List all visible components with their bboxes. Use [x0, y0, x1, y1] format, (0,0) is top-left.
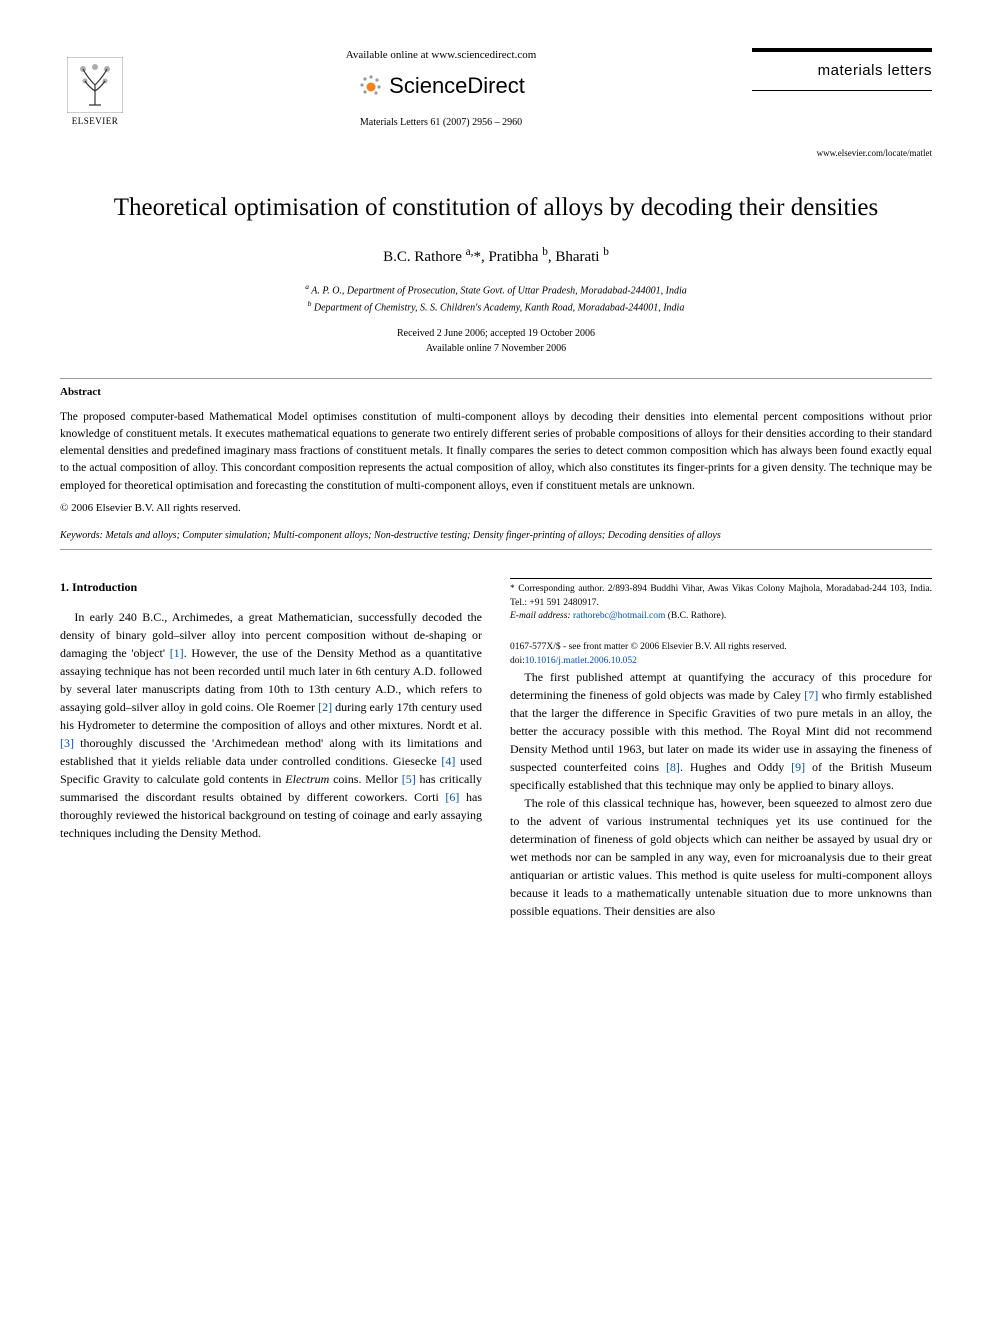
intro-paragraph-3: The role of this classical technique has… [510, 794, 932, 920]
article-dates: Received 2 June 2006; accepted 19 Octobe… [60, 326, 932, 356]
ref-link-1[interactable]: [1] [170, 646, 184, 660]
abstract-copyright: © 2006 Elsevier B.V. All rights reserved… [60, 501, 932, 517]
corresponding-author-footnote: * Corresponding author. 2/893-894 Buddhi… [510, 578, 932, 623]
ref-link-9[interactable]: [9] [791, 760, 805, 774]
journal-name-box: materials letters [752, 48, 932, 91]
center-header: Available online at www.sciencedirect.co… [130, 48, 752, 130]
abstract-label: Abstract [60, 385, 932, 401]
intro-paragraph-1: In early 240 B.C., Archimedes, a great M… [60, 608, 482, 842]
affiliations: a A. P. O., Department of Prosecution, S… [60, 281, 932, 316]
affiliation-b: b Department of Chemistry, S. S. Childre… [60, 298, 932, 315]
keywords-label: Keywords: [60, 530, 103, 541]
right-header: materials letters www.elsevier.com/locat… [752, 48, 932, 160]
corr-author-text: * Corresponding author. 2/893-894 Buddhi… [510, 583, 932, 610]
ref-link-3[interactable]: [3] [60, 736, 74, 750]
abstract-text: The proposed computer-based Mathematical… [60, 409, 932, 495]
divider [60, 378, 932, 379]
intro-paragraph-2: The first published attempt at quantifyi… [510, 668, 932, 794]
available-online-text: Available online at www.sciencedirect.co… [146, 48, 736, 64]
email-link[interactable]: rathorebc@hotmail.com [573, 611, 665, 621]
ref-link-7[interactable]: [7] [804, 688, 818, 702]
keywords-text: Metals and alloys; Computer simulation; … [105, 530, 720, 541]
keywords: Keywords: Metals and alloys; Computer si… [60, 529, 932, 544]
doi-link[interactable]: 10.1016/j.matlet.2006.10.052 [525, 656, 637, 666]
body-columns: 1. Introduction In early 240 B.C., Archi… [60, 578, 932, 919]
journal-url: www.elsevier.com/locate/matlet [752, 147, 932, 160]
page-header: ELSEVIER Available online at www.science… [60, 48, 932, 160]
divider [60, 549, 932, 550]
ref-link-5[interactable]: [5] [402, 772, 416, 786]
sciencedirect-logo: ScienceDirect [357, 70, 525, 102]
bottom-metadata: 0167-577X/$ - see front matter © 2006 El… [510, 641, 932, 668]
ref-link-8[interactable]: [8] [666, 760, 680, 774]
affiliation-a: a A. P. O., Department of Prosecution, S… [60, 281, 932, 298]
author-list: B.C. Rathore a,*, Pratibha b, Bharati b [60, 244, 932, 269]
elsevier-tree-icon [67, 57, 123, 113]
corr-author-email: E-mail address: rathorebc@hotmail.com (B… [510, 610, 932, 623]
article-title: Theoretical optimisation of constitution… [60, 192, 932, 225]
journal-reference: Materials Letters 61 (2007) 2956 – 2960 [146, 116, 736, 131]
ref-link-6[interactable]: [6] [445, 790, 459, 804]
elsevier-logo: ELSEVIER [60, 48, 130, 128]
elsevier-label: ELSEVIER [72, 115, 119, 128]
sciencedirect-burst-icon [357, 73, 383, 99]
ref-link-2[interactable]: [2] [318, 700, 332, 714]
front-matter-line: 0167-577X/$ - see front matter © 2006 El… [510, 641, 932, 654]
received-date: Received 2 June 2006; accepted 19 Octobe… [60, 326, 932, 341]
doi-line: doi:10.1016/j.matlet.2006.10.052 [510, 655, 932, 668]
ref-link-4[interactable]: [4] [441, 754, 455, 768]
sciencedirect-text: ScienceDirect [389, 70, 525, 102]
online-date: Available online 7 November 2006 [60, 341, 932, 356]
section-heading-intro: 1. Introduction [60, 578, 482, 596]
